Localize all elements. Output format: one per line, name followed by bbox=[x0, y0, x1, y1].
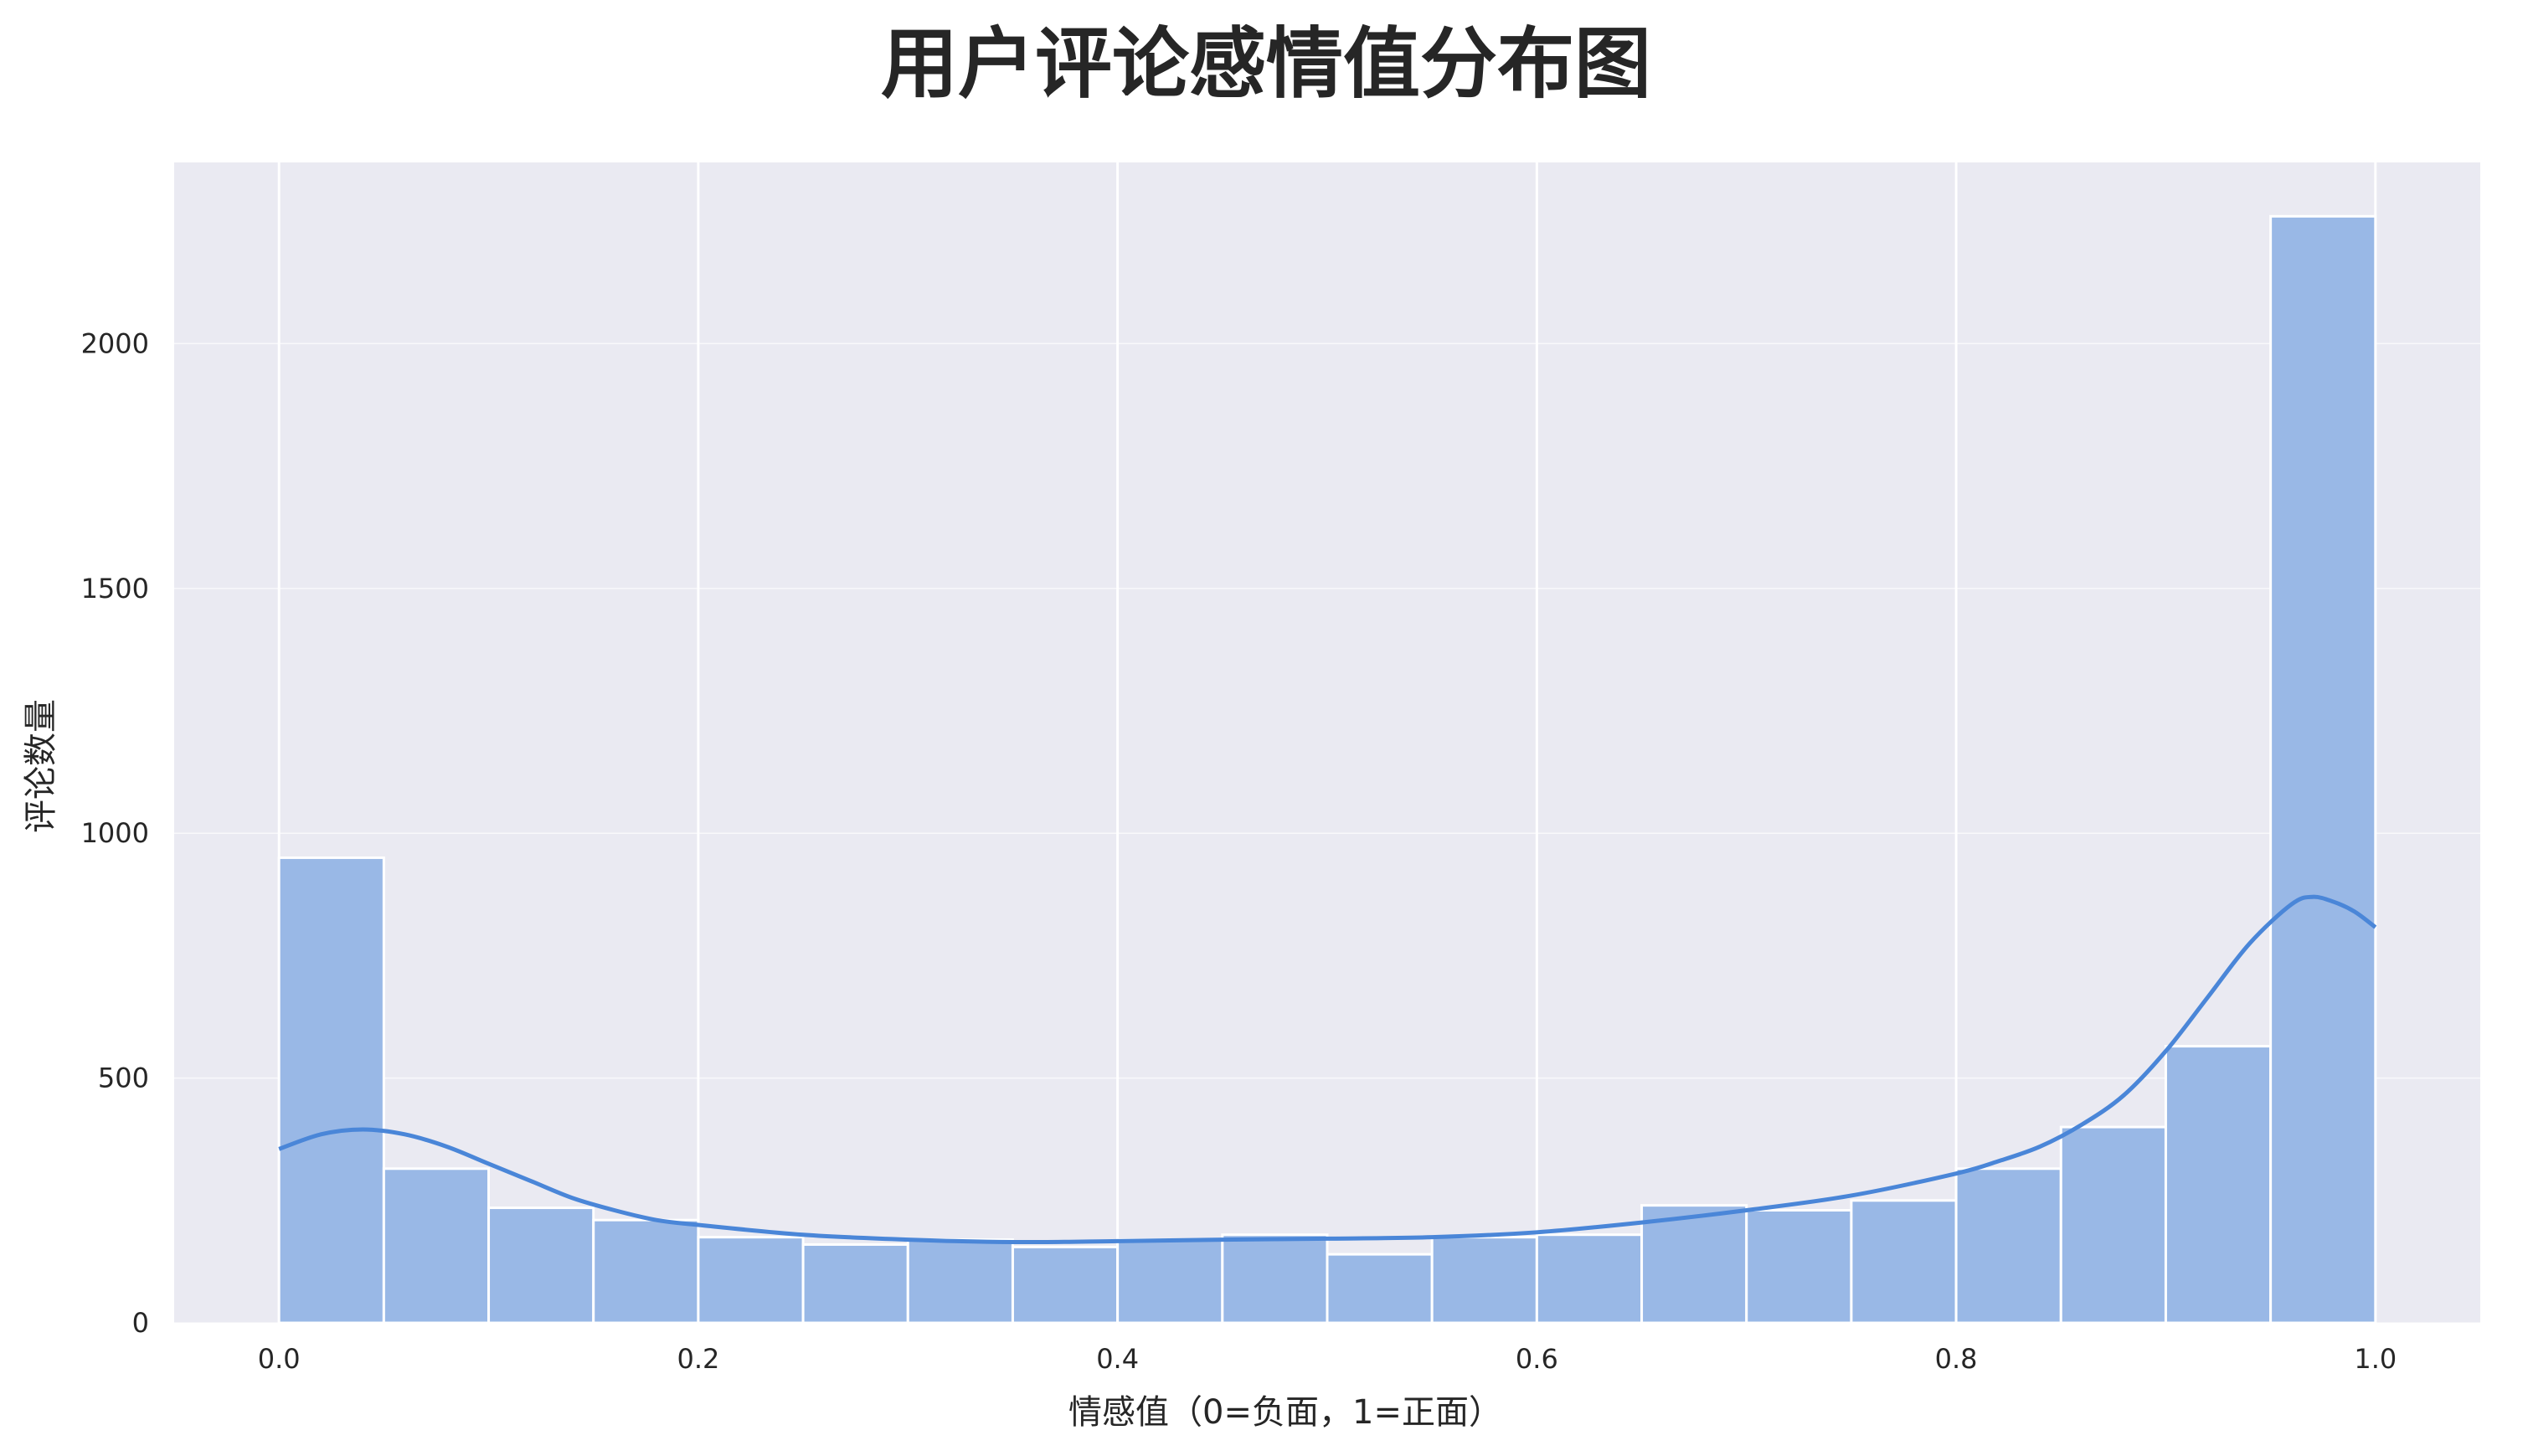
histogram-bar bbox=[1011, 1245, 1120, 1325]
histogram-bar bbox=[1954, 1167, 2062, 1325]
histogram-bar bbox=[592, 1218, 700, 1325]
chart-title: 用户评论感情值分布图 bbox=[881, 19, 1651, 109]
histogram-bar bbox=[1850, 1199, 1958, 1325]
y-axis-label: 评论数量 bbox=[22, 699, 60, 833]
histogram-bar bbox=[1745, 1208, 1853, 1325]
grid-lines bbox=[174, 162, 2480, 1324]
histogram-bar bbox=[906, 1238, 1014, 1325]
histogram-bar bbox=[1640, 1204, 1748, 1325]
histogram-bar bbox=[1535, 1233, 1644, 1325]
histogram-bar bbox=[2059, 1125, 2167, 1325]
y-tick-label: 500 bbox=[98, 1062, 149, 1094]
histogram-bars bbox=[277, 214, 2377, 1325]
histogram-bar bbox=[487, 1206, 595, 1325]
y-tick-label: 1500 bbox=[81, 573, 149, 605]
histogram-bar bbox=[1221, 1233, 1329, 1325]
histogram-bar bbox=[277, 856, 385, 1325]
y-tick-label: 2000 bbox=[81, 327, 149, 359]
kde-curve bbox=[278, 894, 2377, 1245]
histogram-bar bbox=[2269, 214, 2377, 1325]
y-tick-label: 0 bbox=[132, 1307, 149, 1339]
x-axis-ticks: 0.0 0.2 0.4 0.6 0.8 1.0 bbox=[258, 1343, 2397, 1375]
histogram-bar bbox=[697, 1236, 805, 1325]
x-tick-label: 0.0 bbox=[258, 1343, 301, 1375]
histogram-bar bbox=[2164, 1045, 2273, 1325]
x-tick-label: 1.0 bbox=[2354, 1343, 2397, 1375]
y-axis-ticks: 0 500 1000 1500 2000 bbox=[81, 327, 149, 1339]
x-tick-label: 0.4 bbox=[1096, 1343, 1139, 1375]
histogram-bar bbox=[1326, 1253, 1434, 1325]
x-tick-label: 0.6 bbox=[1516, 1343, 1558, 1375]
histogram-bar bbox=[1430, 1236, 1538, 1325]
histogram-bar bbox=[1116, 1238, 1224, 1325]
x-tick-label: 0.8 bbox=[1935, 1343, 1978, 1375]
histogram-bar bbox=[382, 1167, 491, 1325]
y-tick-label: 1000 bbox=[81, 817, 149, 849]
x-tick-label: 0.2 bbox=[677, 1343, 719, 1375]
histogram-bar bbox=[801, 1242, 909, 1325]
x-axis-label: 情感值（0=负面，1=正面） bbox=[1068, 1393, 1502, 1432]
